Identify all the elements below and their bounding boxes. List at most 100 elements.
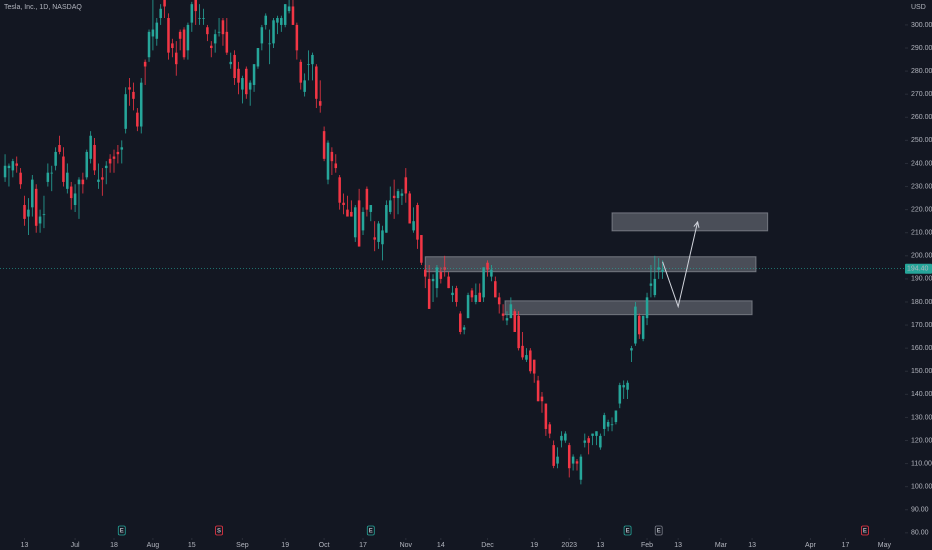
candle-body [69,186,73,199]
y-tick-label: 140.00 [911,391,932,398]
candle-body [525,355,528,360]
candle-body [599,435,602,448]
candle-body [143,61,147,67]
candle-body [606,422,610,427]
event-badge [117,525,126,536]
candle-body [544,403,548,429]
y-tick-label: 170.00 [911,322,932,329]
x-tick-label: 13 [748,542,756,549]
candle-body [89,135,92,159]
candle-body [439,271,443,279]
candle-body [470,290,474,298]
candle-body [159,8,162,19]
candle-body [139,82,143,127]
candle-body [276,18,279,23]
candle-body [202,18,205,19]
y-tick-label: 160.00 [911,345,932,352]
event-label: S [217,529,221,535]
x-tick-label: 13 [674,542,682,549]
candle-body [287,6,291,12]
candle-body [229,61,232,65]
candle-body [213,34,217,44]
event-badge [366,525,375,536]
candle-body [217,31,221,33]
candle-body [85,151,89,178]
candle-body [256,48,260,67]
y-tick-label: 240.00 [911,160,932,167]
candle-body [346,209,349,217]
last-price-label: 194.40 [907,266,929,273]
candle-body [147,31,151,58]
overlay: 194.40 E S E E E E [0,220,932,536]
candle-body [120,147,124,150]
event-label: E [626,529,630,535]
candle-body [62,156,65,182]
candle-body [237,68,240,83]
event-badge [623,525,632,536]
candle-body [299,61,303,83]
candle-body [295,24,299,51]
candle-body [548,424,552,434]
candle-body [132,91,135,99]
candle-body [396,191,400,199]
candle-body [466,295,470,319]
candle-body [23,205,26,219]
event-marker: E [654,525,663,536]
candle-body [97,179,100,182]
candle-body [272,20,275,44]
event-badge [861,525,869,536]
candle-body [342,202,345,206]
y-tick-label: 270.00 [911,91,932,98]
candle-body [73,193,77,206]
y-tick-label: 260.00 [911,114,932,121]
candle-body [474,295,478,302]
candle-body [225,31,229,53]
candle-body [307,64,310,65]
candle-body [560,435,563,441]
candle-body [124,94,127,129]
candle-body [373,237,376,240]
candle-body [649,283,653,286]
candle-body [447,276,450,289]
candle-body [591,433,594,436]
y-tick-label: 100.00 [911,484,932,491]
y-tick-label: 190.00 [911,276,932,283]
candle-body [400,193,404,196]
candle-body [190,4,194,23]
event-badge [654,525,663,536]
y-tick-label: 210.00 [911,230,932,237]
y-tick-label: 300.00 [911,22,932,29]
candle-body [283,4,287,25]
y-tick-label: 180.00 [911,299,932,306]
candle-body [622,385,625,388]
arrow [662,221,699,309]
candle-body [645,297,649,319]
candle-body [167,18,170,53]
chart-title: Tesla, Inc., 1D, NASDAQ [4,4,82,11]
x-tick-label: 2023 [561,542,577,549]
candle-body [353,207,357,238]
candle-body [583,440,587,443]
candle-body [245,68,248,95]
candle-body [455,288,458,302]
candle-body [334,163,338,169]
candle-body [42,214,46,216]
x-tick-label: May [878,542,892,549]
candle-body [112,156,116,159]
candle-body [34,188,38,226]
currency-label: USD [911,4,926,11]
candle-body [381,230,384,245]
candle-body [575,461,579,464]
x-tick-label: 17 [842,542,850,549]
zone [504,300,753,316]
candle-body [77,179,81,185]
candle-body [303,80,306,92]
x-tick-label: Aug [147,542,160,549]
candle-body [128,87,131,90]
candle-body [478,292,482,302]
candle-body [567,445,571,469]
candle-body [338,177,341,203]
event-label: E [369,529,373,535]
candle-body [198,18,201,19]
event-label: E [863,529,867,535]
